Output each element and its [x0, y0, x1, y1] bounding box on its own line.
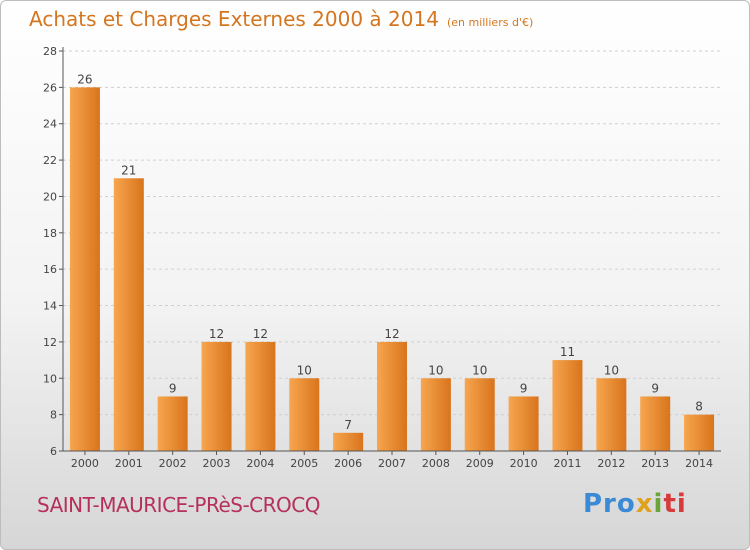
y-tick-label: 10: [43, 372, 57, 385]
bar: [289, 378, 320, 451]
bar: [420, 378, 451, 451]
y-tick-label: 22: [43, 154, 57, 167]
bar: [596, 378, 627, 451]
bar: [684, 414, 715, 451]
logo-part: i: [653, 489, 664, 519]
bar: [508, 396, 539, 451]
x-tick-label: 2004: [246, 457, 274, 470]
y-tick-label: 18: [43, 227, 57, 240]
bar-value-label: 9: [651, 381, 659, 395]
logo-part: x: [635, 489, 654, 519]
bar: [640, 396, 671, 451]
bar: [333, 432, 364, 451]
bar-value-label: 12: [209, 327, 224, 341]
chart-title: Achats et Charges Externes 2000 à 2014 (e…: [29, 7, 533, 31]
bar-value-label: 9: [520, 381, 528, 395]
place-name: SAINT-MAURICE-PRèS-CROCQ: [37, 493, 320, 517]
x-tick-label: 2003: [203, 457, 231, 470]
unit-note: (en milliers d'€): [446, 16, 534, 29]
bar: [69, 87, 100, 451]
bar-value-label: 21: [121, 163, 136, 177]
x-tick-label: 2009: [466, 457, 494, 470]
y-tick-label: 24: [43, 118, 57, 131]
x-tick-label: 2014: [685, 457, 713, 470]
x-tick-label: 2012: [597, 457, 625, 470]
y-tick-label: 6: [50, 445, 57, 458]
bar-value-label: 10: [604, 363, 619, 377]
bar-value-label: 10: [428, 363, 443, 377]
logo-part: ti: [663, 489, 687, 519]
proxiti-logo: Proxiti: [583, 489, 687, 519]
x-tick-label: 2010: [510, 457, 538, 470]
bar: [157, 396, 188, 451]
bar-value-label: 26: [77, 72, 92, 86]
x-tick-label: 2011: [553, 457, 581, 470]
bar: [201, 341, 232, 451]
y-tick-label: 12: [43, 336, 57, 349]
bar-value-label: 9: [169, 381, 177, 395]
x-tick-label: 2000: [71, 457, 99, 470]
y-tick-label: 20: [43, 190, 57, 203]
y-tick-label: 26: [43, 81, 57, 94]
bar: [245, 341, 276, 451]
bar: [464, 378, 495, 451]
x-tick-label: 2007: [378, 457, 406, 470]
x-tick-label: 2008: [422, 457, 450, 470]
bar-value-label: 12: [253, 327, 268, 341]
y-tick-label: 8: [50, 409, 57, 422]
logo-part: Pro: [583, 489, 636, 519]
bar-value-label: 10: [472, 363, 487, 377]
bar-value-label: 7: [344, 418, 352, 432]
x-tick-label: 2006: [334, 457, 362, 470]
x-tick-label: 2002: [159, 457, 187, 470]
bar: [377, 341, 407, 451]
x-tick-label: 2001: [115, 457, 143, 470]
y-tick-label: 28: [43, 45, 57, 58]
bar-value-label: 8: [695, 400, 703, 414]
bar-layer: 26 21 9 12 12 10 7 12 10 10 9 11 10 9 8: [69, 72, 715, 452]
chart-title-text: Achats et Charges Externes 2000 à 2014: [29, 7, 439, 31]
axis-layer: 6 8 10 12 14 16 18 20 22 24 26 28 2000 2001 2002 2003 20…: [43, 45, 721, 470]
bar-value-label: 11: [560, 345, 575, 359]
x-tick-label: 2013: [641, 457, 669, 470]
x-tick-label: 2005: [290, 457, 318, 470]
bar-value-label: 10: [297, 363, 312, 377]
bar: [552, 360, 583, 451]
bar: [113, 178, 144, 452]
y-tick-label: 16: [43, 263, 57, 276]
y-tick-label: 14: [43, 300, 57, 313]
bar-value-label: 12: [384, 327, 399, 341]
